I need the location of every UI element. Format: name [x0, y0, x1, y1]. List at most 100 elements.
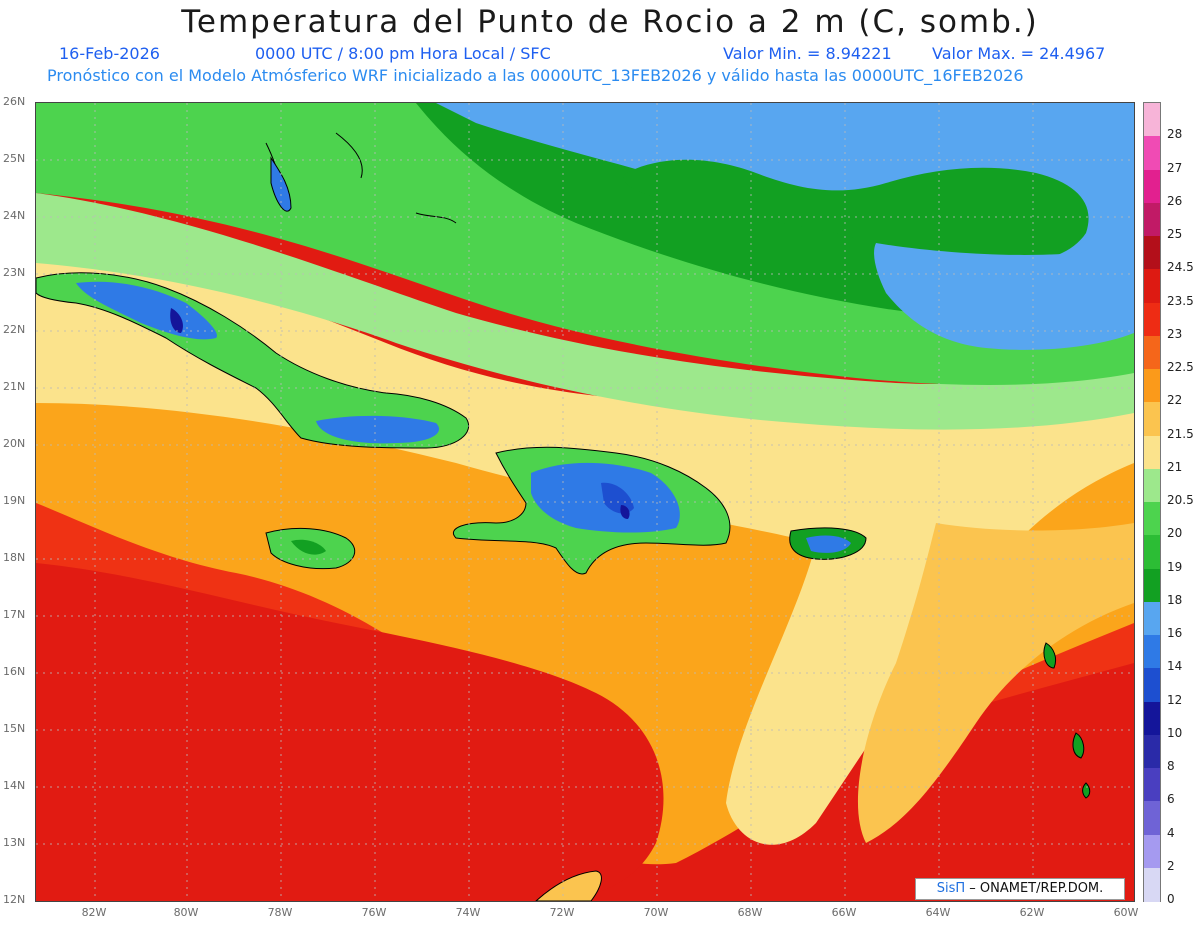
- colorbar-cell: [1144, 535, 1160, 569]
- colorbar-cell: [1144, 302, 1160, 337]
- field-south-red: [36, 563, 664, 901]
- colorbar-label: 24.5: [1167, 260, 1194, 275]
- colorbar-cell: [1144, 668, 1160, 702]
- latitude-label: 16N: [3, 665, 26, 678]
- colorbar-cell: [1144, 502, 1160, 536]
- landmass-cuba-navy: [170, 308, 183, 333]
- colorbar-label: 23: [1167, 326, 1183, 341]
- colorbar-cell: [1144, 867, 1160, 902]
- latitude-label: 23N: [3, 266, 26, 279]
- field-green-patch-north: [623, 159, 1089, 265]
- max-value-label: Valor Max. = 24.4967: [932, 44, 1106, 63]
- colorbar-label: 12: [1167, 692, 1183, 707]
- field-light-orange-patch: [857, 523, 1134, 843]
- forecast-time-info: 0000 UTC / 8:00 pm Hora Local / SFC: [255, 44, 551, 63]
- latitude-label: 22N: [3, 323, 26, 336]
- latitude-label: 15N: [3, 722, 26, 735]
- colorbar-cell: [1144, 169, 1160, 204]
- longitude-label: 76W: [361, 906, 387, 919]
- colorbar-cell: [1144, 635, 1160, 669]
- colorbar-cell: [1144, 734, 1160, 769]
- colorbar-label: 0: [1167, 892, 1175, 906]
- colorbar-cell: [1144, 768, 1160, 802]
- model-subtitle: Pronóstico con el Modelo Atmósferico WRF…: [47, 66, 1024, 85]
- min-value-label: Valor Min. = 8.94221: [723, 44, 892, 63]
- longitude-label: 74W: [455, 906, 481, 919]
- colorbar-label: 8: [1167, 759, 1175, 773]
- colorbar-label: 22.5: [1167, 360, 1194, 374]
- landmass-south-america: [535, 870, 602, 901]
- longitude-label: 72W: [549, 906, 575, 919]
- colorbar-cell: [1144, 269, 1160, 303]
- field-blue-patch-east: [874, 243, 1134, 350]
- colorbar: [1143, 102, 1161, 902]
- colorbar-cell: [1144, 369, 1160, 403]
- colorbar-label: 23.5: [1167, 293, 1194, 308]
- colorbar-label: 22: [1167, 393, 1183, 408]
- landmass-jamaica-dark: [291, 539, 326, 555]
- credit-brand: SisΠ: [936, 881, 966, 896]
- colorbar-label: 6: [1167, 792, 1175, 807]
- field-green-band: [36, 103, 1134, 385]
- colorbar-cell: [1144, 468, 1160, 503]
- colorbar-label: 2: [1167, 858, 1175, 873]
- latitude-label: 19N: [3, 494, 26, 507]
- latitude-label: 14N: [3, 779, 26, 792]
- longitude-label: 70W: [643, 906, 669, 919]
- latitude-label: 12N: [3, 893, 26, 906]
- colorbar-cell: [1144, 834, 1160, 869]
- colorbar-label: 4: [1167, 825, 1175, 840]
- colorbar-label: 21.5: [1167, 426, 1194, 441]
- colorbar-label: 26: [1167, 193, 1183, 208]
- dewpoint-map: [35, 102, 1135, 902]
- longitude-label: 80W: [173, 906, 199, 919]
- colorbar-cell: [1144, 601, 1160, 636]
- map-title: Temperatura del Punto de Rocio a 2 m (C,…: [181, 4, 1039, 40]
- colorbar-label: 25: [1167, 227, 1183, 241]
- colorbar-cell: [1144, 202, 1160, 237]
- latitude-label: 20N: [3, 437, 26, 450]
- longitude-label: 60W: [1113, 906, 1139, 919]
- latitude-label: 24N: [3, 209, 26, 222]
- longitude-label: 64W: [925, 906, 951, 919]
- colorbar-cell: [1144, 335, 1160, 370]
- colorbar-label: 10: [1167, 725, 1183, 740]
- longitude-label: 66W: [831, 906, 857, 919]
- latitude-label: 25N: [3, 152, 26, 165]
- colorbar-cell: [1144, 103, 1160, 137]
- dewpoint-field: [36, 103, 1134, 901]
- forecast-date: 16-Feb-2026: [59, 44, 160, 63]
- colorbar-cell: [1144, 402, 1160, 436]
- latitude-label: 21N: [3, 380, 26, 393]
- colorbar-label: 18: [1167, 592, 1183, 607]
- latitude-label: 26N: [3, 95, 26, 108]
- latitude-label: 13N: [3, 836, 26, 849]
- colorbar-cell: [1144, 568, 1160, 603]
- longitude-label: 68W: [737, 906, 763, 919]
- colorbar-cell: [1144, 236, 1160, 270]
- colorbar-cell: [1144, 701, 1160, 736]
- colorbar-label: 28: [1167, 127, 1183, 142]
- landmass-andros: [270, 156, 292, 212]
- colorbar-label: 21: [1167, 459, 1183, 474]
- graticule: [36, 103, 1134, 901]
- field-light-green-band: [36, 193, 1134, 430]
- longitude-label: 62W: [1019, 906, 1045, 919]
- colorbar-label: 19: [1167, 559, 1183, 574]
- landmass-puerto-rico-blue: [806, 535, 851, 553]
- colorbar-label: 27: [1167, 160, 1183, 175]
- latitude-label: 18N: [3, 551, 26, 564]
- colorbar-cell: [1144, 801, 1160, 835]
- colorbar-label: 14: [1167, 659, 1183, 674]
- colorbar-cell: [1144, 435, 1160, 470]
- colorbar-label: 20.5: [1167, 493, 1194, 507]
- landmass-hispaniola-navy: [601, 482, 634, 514]
- landmass-cuba-east-blue: [316, 415, 440, 444]
- landmass-lesser-antilles: [1043, 642, 1091, 799]
- colorbar-cell: [1144, 136, 1160, 170]
- credit-box: SisΠ – ONAMET/REP.DOM.: [915, 878, 1125, 900]
- landmass-hispaniola-core: [620, 505, 630, 519]
- longitude-label: 82W: [81, 906, 107, 919]
- latitude-label: 17N: [3, 608, 26, 621]
- colorbar-label: 20: [1167, 526, 1183, 541]
